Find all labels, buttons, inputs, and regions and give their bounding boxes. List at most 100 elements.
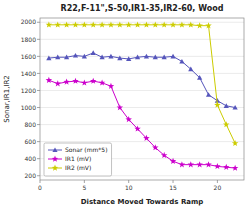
- legend-marker: [52, 165, 58, 171]
- point-marker: [134, 21, 140, 27]
- legend-label: IR1 (mV): [65, 155, 91, 162]
- point-marker: [152, 21, 158, 27]
- tick-label: 200: [25, 172, 37, 179]
- tick-mark: [128, 180, 129, 183]
- point-marker: [63, 21, 69, 27]
- point-marker: [223, 164, 229, 170]
- point-marker: [196, 22, 202, 28]
- point-marker: [206, 92, 211, 97]
- grid-line: [40, 124, 244, 125]
- tick-label: 2000: [21, 18, 36, 25]
- chart: R22,F-11",S-50,IR1-35,IR2-60, Wood200400…: [0, 0, 250, 211]
- point-marker: [134, 125, 140, 131]
- grid-line: [40, 90, 244, 91]
- point-marker: [99, 79, 105, 85]
- tick-mark: [217, 180, 218, 183]
- tick-label: 600: [25, 138, 37, 145]
- point-marker: [162, 55, 167, 60]
- point-marker: [125, 116, 131, 122]
- point-marker: [179, 21, 185, 27]
- point-marker: [214, 102, 220, 108]
- plot-area: [46, 21, 239, 170]
- point-marker: [90, 78, 96, 84]
- point-marker: [161, 21, 167, 27]
- point-marker: [143, 135, 149, 141]
- point-marker: [126, 56, 131, 61]
- tick-label: 10: [125, 184, 133, 191]
- point-marker: [232, 165, 238, 171]
- point-marker: [64, 55, 69, 60]
- point-marker: [188, 67, 193, 72]
- series-line: [49, 25, 235, 144]
- point-marker: [214, 163, 220, 169]
- legend: Sonar (mm*5)IR1 (mV)IR2 (mV): [44, 143, 112, 176]
- point-marker: [188, 161, 194, 167]
- title: R22,F-11",S-50,IR1-35,IR2-60, Wood: [61, 4, 224, 13]
- legend-label: IR2 (mV): [65, 164, 91, 171]
- point-marker: [73, 53, 78, 58]
- point-marker: [81, 21, 87, 27]
- point-marker: [170, 21, 176, 27]
- point-marker: [108, 83, 114, 89]
- point-marker: [108, 54, 113, 59]
- tick-mark: [40, 180, 41, 183]
- point-marker: [55, 21, 61, 27]
- point-marker: [117, 55, 122, 60]
- tick-label: 0: [38, 184, 42, 191]
- point-marker: [63, 79, 69, 85]
- point-marker: [179, 161, 185, 167]
- grid-line: [40, 22, 244, 23]
- tick-label: 20: [214, 184, 222, 191]
- point-marker: [152, 144, 158, 150]
- point-marker: [117, 21, 123, 27]
- tick-label: 15: [169, 184, 177, 191]
- point-marker: [125, 21, 131, 27]
- point-marker: [108, 21, 114, 27]
- tick-mark: [37, 107, 40, 108]
- point-marker: [72, 78, 78, 84]
- point-marker: [233, 105, 238, 110]
- tick-mark: [37, 39, 40, 40]
- tick-label: 400: [25, 155, 37, 162]
- tick-label: 1000: [21, 104, 36, 111]
- point-marker: [117, 104, 123, 110]
- tick-mark: [37, 90, 40, 91]
- point-marker: [81, 79, 87, 85]
- tick-label: 5: [82, 184, 86, 191]
- point-marker: [55, 55, 60, 60]
- point-marker: [224, 103, 229, 108]
- point-marker: [232, 140, 238, 146]
- tick-mark: [37, 141, 40, 142]
- point-marker: [46, 21, 52, 27]
- tick-mark: [84, 180, 85, 183]
- point-marker: [161, 152, 167, 158]
- point-marker: [91, 50, 96, 55]
- grid-line: [40, 39, 244, 40]
- tick-mark: [37, 175, 40, 176]
- legend-marker: [52, 147, 57, 152]
- tick-label: 1800: [21, 36, 36, 43]
- tick-label: 1600: [21, 53, 36, 60]
- series-line: [49, 80, 235, 168]
- point-marker: [170, 54, 175, 59]
- point-marker: [223, 121, 229, 127]
- tick-label: 1200: [21, 87, 36, 94]
- tick-mark: [37, 124, 40, 125]
- point-marker: [99, 21, 105, 27]
- tick-label: 800: [25, 121, 37, 128]
- tick-mark: [37, 56, 40, 57]
- point-marker: [205, 22, 211, 28]
- point-marker: [72, 21, 78, 27]
- tick-mark: [37, 73, 40, 74]
- point-marker: [188, 21, 194, 27]
- tick-mark: [37, 158, 40, 159]
- point-marker: [82, 54, 87, 59]
- point-marker: [90, 21, 96, 27]
- legend-marker: [52, 156, 58, 162]
- point-marker: [179, 59, 184, 64]
- grid-line: [40, 141, 244, 142]
- point-marker: [135, 55, 140, 60]
- plot-frame: [40, 18, 244, 180]
- tick-mark: [173, 180, 174, 183]
- point-marker: [46, 55, 51, 60]
